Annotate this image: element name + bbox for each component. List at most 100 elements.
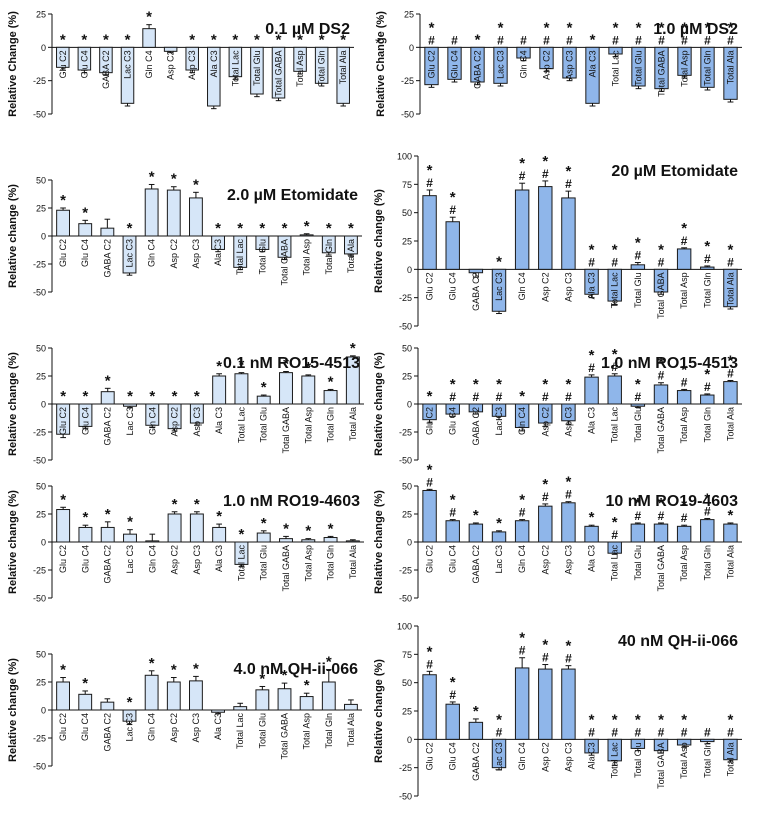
bar-total-gaba — [653, 738, 669, 752]
category-label: Gln C4 — [519, 50, 529, 78]
significance-asterisk: * — [350, 340, 356, 357]
y-axis-label: Relative Change (%) — [7, 11, 19, 117]
category-label: Lac C3 — [494, 545, 504, 574]
significance-hash: # — [658, 509, 665, 523]
bar-gaba-c2 — [100, 227, 115, 237]
bar-total-asp — [299, 234, 314, 237]
category-label: Asp C3 — [563, 407, 573, 437]
y-tick-label: -25 — [399, 763, 412, 773]
category-label: Glu C4 — [80, 545, 90, 573]
bar-total-glu — [630, 738, 646, 749]
y-tick-label: 25 — [404, 10, 414, 20]
significance-asterisk: * — [237, 220, 243, 237]
category-label: Total Lac — [235, 713, 245, 750]
bar-asp-c3 — [189, 513, 204, 543]
bar-total-glu — [256, 395, 271, 405]
bar-glu-c4 — [78, 223, 93, 237]
significance-asterisk: * — [171, 662, 177, 679]
significance-asterisk: * — [149, 168, 155, 185]
y-tick-label: 0 — [407, 265, 412, 275]
category-label: Asp C2 — [540, 742, 550, 772]
category-label: Ala C3 — [213, 239, 223, 266]
significance-asterisk: * — [254, 31, 260, 48]
significance-asterisk: * — [276, 31, 282, 48]
significance-asterisk: * — [127, 514, 133, 531]
bar-total-gln — [700, 46, 715, 88]
bar-gln-c4 — [142, 28, 156, 48]
category-label: Gln C4 — [147, 239, 157, 267]
significance-asterisk: * — [589, 241, 595, 258]
category-label: Lac C3 — [125, 713, 135, 742]
chart-panel-1: Relative Change (%) 25 0 -25 -50 * Glu C2 * Glu … — [7, 9, 354, 120]
significance-asterisk: * — [261, 379, 267, 396]
category-label: Total Lac — [611, 50, 621, 87]
category-label: Asp C3 — [191, 239, 201, 269]
category-label: Total Gln — [702, 272, 712, 308]
category-label: GABA C2 — [102, 713, 112, 752]
category-label: Total Lac — [610, 742, 620, 779]
category-label: Total Glu — [259, 407, 269, 443]
category-label: Ala C3 — [587, 407, 597, 434]
category-label: Total Gln — [326, 407, 336, 443]
significance-hash: # — [449, 203, 456, 217]
y-tick-label: 0 — [41, 43, 46, 53]
bar-asp-c2 — [538, 505, 553, 543]
significance-hash: # — [566, 33, 573, 47]
significance-asterisk: * — [283, 520, 289, 537]
bar-total-gln — [700, 519, 715, 543]
significance-hash: # — [542, 490, 549, 504]
bar-total-asp — [301, 539, 316, 543]
significance-asterisk: * — [105, 506, 111, 523]
bar-gln-c4 — [514, 189, 530, 270]
chart-panel-4: Relative change (%)1007550250-25-50*#Glu… — [373, 152, 742, 332]
category-label: Total Gln — [326, 545, 336, 581]
category-label: Lac C3 — [494, 407, 504, 436]
category-label: Total Asp — [680, 50, 690, 87]
significance-asterisk: * — [542, 637, 548, 654]
y-tick-label: 25 — [402, 510, 412, 520]
bar-ala-c3 — [212, 375, 227, 405]
bar-total-gaba — [279, 372, 293, 405]
significance-asterisk: * — [282, 220, 288, 237]
significance-hash: # — [727, 33, 734, 47]
y-tick-label: -50 — [399, 594, 412, 604]
y-tick-label: -25 — [399, 566, 412, 576]
bar-glu-c4 — [78, 526, 93, 543]
y-axis-label: Relative change (%) — [7, 184, 19, 288]
y-tick-label: 50 — [36, 344, 46, 354]
significance-asterisk: * — [589, 347, 595, 364]
y-tick-label: 50 — [36, 176, 46, 186]
category-label: Glu C2 — [58, 407, 68, 435]
category-label: Total GABA — [280, 239, 290, 286]
y-axis-label: Relative change (%) — [373, 189, 385, 293]
bar-lac-c3 — [493, 46, 508, 84]
category-label: Asp C2 — [170, 407, 180, 437]
category-label: Total Lac — [236, 407, 246, 444]
category-label: Total Ala — [348, 545, 358, 579]
category-label: Total GABA — [656, 742, 666, 789]
significance-asterisk: * — [105, 372, 111, 389]
significance-hash: # — [565, 177, 572, 191]
significance-asterisk: * — [340, 31, 346, 48]
bar-lac-c3 — [123, 533, 137, 543]
significance-asterisk: * — [282, 667, 288, 684]
significance-hash: # — [426, 657, 433, 671]
panel-title: 0.1 nM RO15-4513 — [223, 355, 360, 372]
significance-asterisk: * — [328, 373, 334, 390]
significance-asterisk: * — [60, 388, 66, 405]
category-label: Total Gln — [324, 239, 334, 275]
significance-hash: # — [519, 506, 526, 520]
bar-total-ala — [723, 46, 738, 100]
category-label: Lac C3 — [125, 239, 135, 268]
chart-panel-7: Relative change (%) 50 25 0 -25 -50 * Glu C2 * Gl… — [7, 482, 364, 604]
category-label: Total Lac — [610, 407, 620, 444]
category-label: Total GABA — [656, 272, 666, 319]
category-label: Gln C4 — [147, 545, 157, 573]
bar-asp-c3 — [189, 197, 203, 237]
significance-hash: # — [426, 475, 433, 489]
y-tick-label: 75 — [402, 650, 412, 660]
significance-asterisk: * — [728, 711, 734, 728]
significance-hash: # — [449, 688, 456, 702]
bar-total-ala — [345, 540, 360, 543]
